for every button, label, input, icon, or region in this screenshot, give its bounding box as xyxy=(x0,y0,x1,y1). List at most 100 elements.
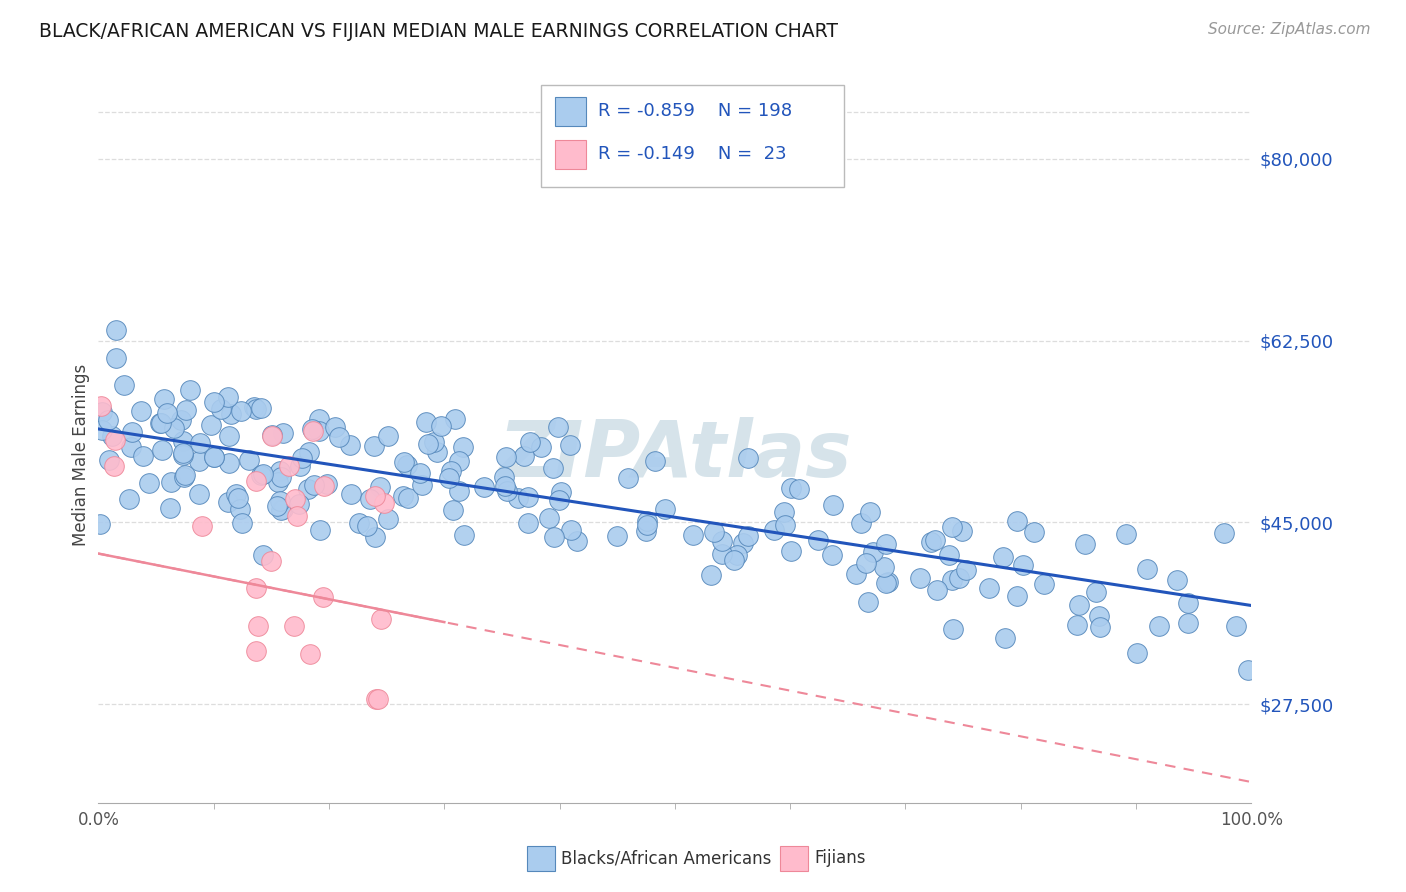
Point xyxy=(377,512,399,526)
Point xyxy=(994,631,1017,645)
Point xyxy=(780,481,803,495)
Point xyxy=(245,475,267,489)
Point xyxy=(245,644,267,658)
Point xyxy=(737,529,759,543)
Point xyxy=(202,450,225,465)
Point xyxy=(821,548,844,562)
Point xyxy=(228,491,250,505)
Point xyxy=(873,560,896,574)
Point xyxy=(179,383,201,397)
Point xyxy=(301,424,323,438)
Text: R = -0.859    N = 198: R = -0.859 N = 198 xyxy=(598,103,792,120)
Point xyxy=(200,417,222,432)
Point xyxy=(856,595,879,609)
Point xyxy=(1005,589,1028,603)
Point xyxy=(1069,599,1091,613)
Point xyxy=(273,426,295,441)
Point xyxy=(1212,526,1234,541)
Point xyxy=(173,470,195,484)
Point xyxy=(160,475,183,489)
Point xyxy=(247,618,270,632)
Point xyxy=(877,575,900,590)
Point xyxy=(118,492,141,507)
Point xyxy=(219,407,242,421)
Point xyxy=(218,457,240,471)
Point xyxy=(229,403,252,417)
Point xyxy=(807,533,830,547)
Point xyxy=(373,495,395,509)
Point xyxy=(920,535,942,549)
Point xyxy=(422,434,444,449)
Point xyxy=(225,486,247,500)
Point xyxy=(451,440,474,454)
Point xyxy=(370,612,392,626)
Point xyxy=(908,571,931,585)
Point xyxy=(245,401,267,416)
Point xyxy=(363,439,385,453)
Point xyxy=(733,536,755,550)
Point xyxy=(97,413,120,427)
Point xyxy=(278,458,301,473)
Point xyxy=(1115,526,1137,541)
Point xyxy=(273,502,295,516)
Text: ZIPAtlas: ZIPAtlas xyxy=(498,417,852,493)
Point xyxy=(855,557,877,571)
Point xyxy=(149,416,172,430)
Point xyxy=(392,455,415,469)
Point xyxy=(495,450,517,464)
Point xyxy=(266,500,288,514)
Point xyxy=(316,477,339,491)
Point xyxy=(284,491,307,506)
Point xyxy=(308,523,330,537)
Point xyxy=(862,545,884,559)
Point xyxy=(91,405,114,419)
Point xyxy=(1085,584,1108,599)
Point xyxy=(938,548,960,562)
Point xyxy=(249,401,271,415)
Point xyxy=(513,450,536,464)
Point xyxy=(543,530,565,544)
Point xyxy=(636,514,658,528)
Point xyxy=(1126,647,1149,661)
Point xyxy=(845,567,868,582)
Point xyxy=(217,390,239,404)
Point xyxy=(231,516,253,530)
Point xyxy=(297,482,319,496)
Point xyxy=(202,450,225,465)
Point xyxy=(711,547,734,561)
Point xyxy=(1177,596,1199,610)
Point xyxy=(245,581,267,595)
Point xyxy=(325,420,347,434)
Point xyxy=(1066,618,1088,632)
Point xyxy=(159,501,181,516)
Point xyxy=(606,529,628,543)
Point xyxy=(1177,615,1199,630)
Point xyxy=(1033,577,1056,591)
Point xyxy=(150,442,173,457)
Point xyxy=(495,483,517,498)
Point xyxy=(172,448,194,462)
Point xyxy=(1236,663,1258,677)
Point xyxy=(1022,524,1045,539)
Point xyxy=(530,440,553,454)
Text: Fijians: Fijians xyxy=(814,849,866,867)
Point xyxy=(537,510,560,524)
Point xyxy=(364,530,387,544)
Point xyxy=(955,563,977,577)
Point xyxy=(377,429,399,443)
Point xyxy=(447,483,470,498)
Point xyxy=(616,471,638,485)
Point xyxy=(250,468,273,483)
Point xyxy=(101,429,124,443)
Point xyxy=(700,567,723,582)
Point xyxy=(260,428,283,442)
Point xyxy=(506,491,529,506)
Point xyxy=(409,467,432,481)
Point xyxy=(285,508,308,523)
Point xyxy=(711,533,734,548)
Point xyxy=(859,505,882,519)
Point xyxy=(441,503,464,517)
Point xyxy=(737,450,759,465)
Point xyxy=(270,503,292,517)
Point xyxy=(396,458,419,473)
